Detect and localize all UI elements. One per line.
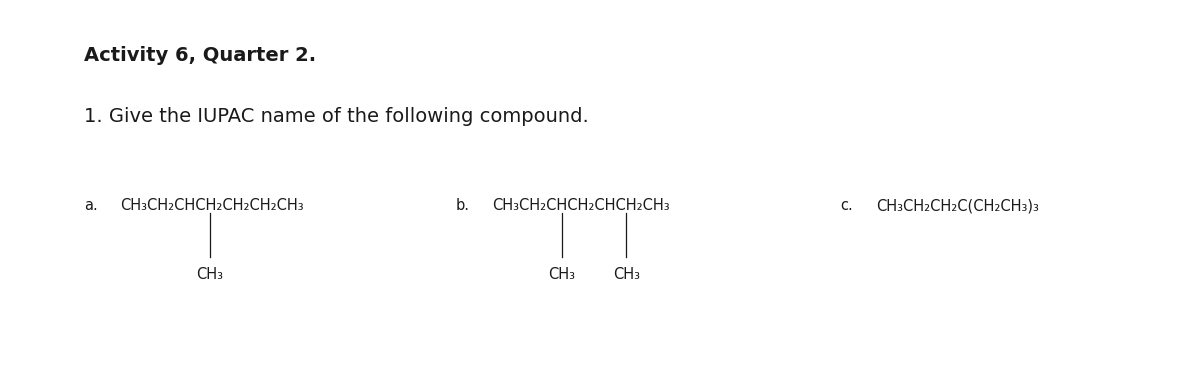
Text: a.: a. (84, 198, 97, 213)
Text: CH₃CH₂CHCH₂CHCH₂CH₃: CH₃CH₂CHCH₂CHCH₂CH₃ (492, 198, 670, 213)
Text: CH₃: CH₃ (613, 267, 640, 282)
Text: CH₃CH₂CHCH₂CH₂CH₂CH₃: CH₃CH₂CHCH₂CH₂CH₂CH₃ (120, 198, 304, 213)
Text: c.: c. (840, 198, 853, 213)
Text: CH₃: CH₃ (197, 267, 223, 282)
Text: 1. Give the IUPAC name of the following compound.: 1. Give the IUPAC name of the following … (84, 107, 589, 126)
Text: b.: b. (456, 198, 470, 213)
Text: CH₃: CH₃ (548, 267, 575, 282)
Text: CH₃CH₂CH₂C(CH₂CH₃)₃: CH₃CH₂CH₂C(CH₂CH₃)₃ (876, 198, 1039, 213)
Text: Activity 6, Quarter 2.: Activity 6, Quarter 2. (84, 46, 316, 65)
